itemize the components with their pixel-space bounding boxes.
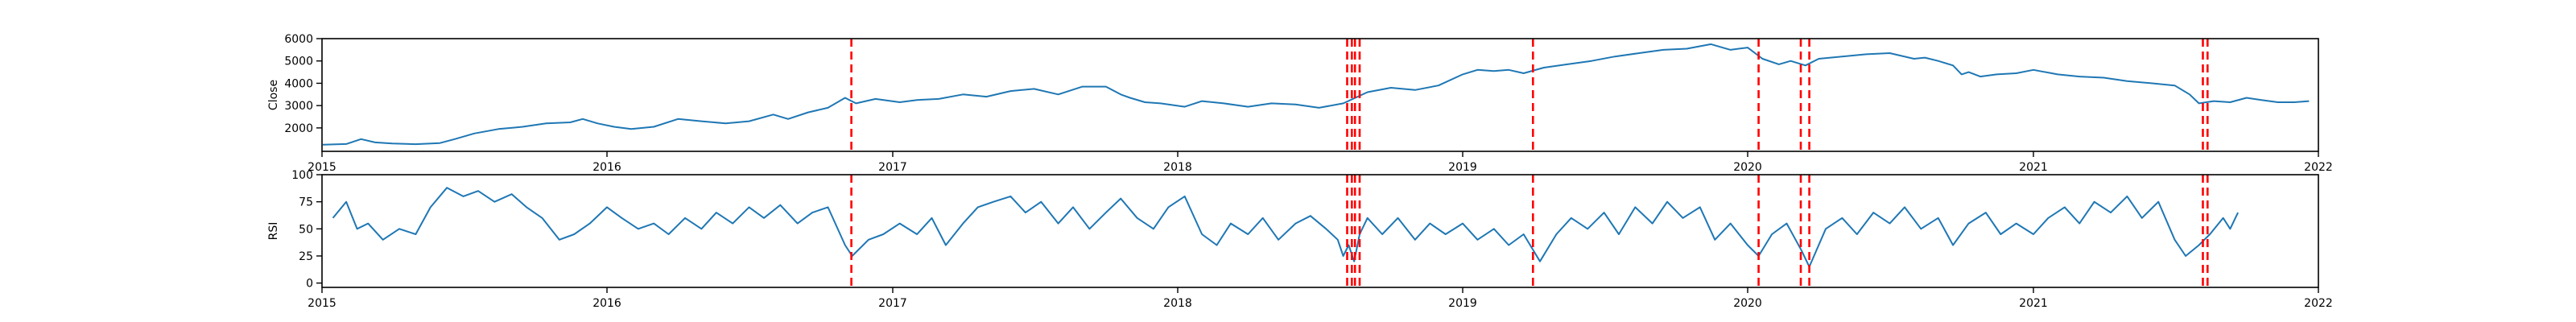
- y-tick-label: 25: [299, 250, 313, 263]
- series-line-0: [332, 187, 2240, 268]
- close-price-marks: [322, 39, 2310, 151]
- x-tick-label: 2015: [308, 297, 336, 310]
- rsi-marks: [332, 175, 2240, 287]
- y-tick-label: 50: [299, 223, 313, 236]
- x-tick-label: 2016: [592, 297, 621, 310]
- x-tick-label: 2019: [1448, 297, 1477, 310]
- close-price-plot-frame: [321, 38, 2319, 152]
- x-tick-label: 2021: [2019, 297, 2048, 310]
- x-tick-label: 2018: [1163, 161, 1192, 174]
- rsi-plot-frame: [321, 174, 2319, 288]
- y-tick-label: 4000: [284, 77, 313, 90]
- y-tick-label: 3000: [284, 100, 313, 113]
- x-tick-label: 2015: [308, 161, 336, 174]
- y-tick-label: 0: [306, 278, 313, 291]
- rsi-ticks: 2015 2016 2017 2018 2019 2020 2021 2022 0 25 50 75 1…: [291, 169, 2333, 310]
- x-tick-label: 2016: [592, 161, 621, 174]
- series-line-0: [322, 43, 2310, 146]
- rsi-panel: 2015 2016 2017 2018 2019 2020 2021 2022 0 25 50 75 1…: [267, 169, 2333, 310]
- x-tick-label: 2017: [878, 161, 907, 174]
- y-tick-label: 6000: [284, 33, 313, 46]
- x-tick-label: 2018: [1163, 297, 1192, 310]
- x-tick-label: 2022: [2304, 297, 2333, 310]
- close-price-panel: 2015 2016 2017 2018 2019 2020 2021 2022 2000 3000…: [267, 33, 2333, 174]
- y-tick-label: 2000: [284, 122, 313, 135]
- y-tick-label: 5000: [284, 56, 313, 68]
- close-price-y-axis-label: Close: [267, 80, 280, 110]
- x-tick-label: 2017: [878, 297, 907, 310]
- rsi-y-axis-label: RSI: [267, 222, 280, 241]
- y-tick-label: 75: [299, 196, 313, 209]
- x-tick-label: 2020: [1733, 161, 1762, 174]
- x-tick-label: 2022: [2304, 161, 2333, 174]
- x-tick-label: 2019: [1448, 161, 1477, 174]
- x-tick-label: 2021: [2019, 161, 2048, 174]
- x-tick-label: 2020: [1733, 297, 1762, 310]
- close-price-ticks: 2015 2016 2017 2018 2019 2020 2021 2022 2000 3000…: [284, 33, 2332, 174]
- y-tick-label: 100: [291, 169, 313, 182]
